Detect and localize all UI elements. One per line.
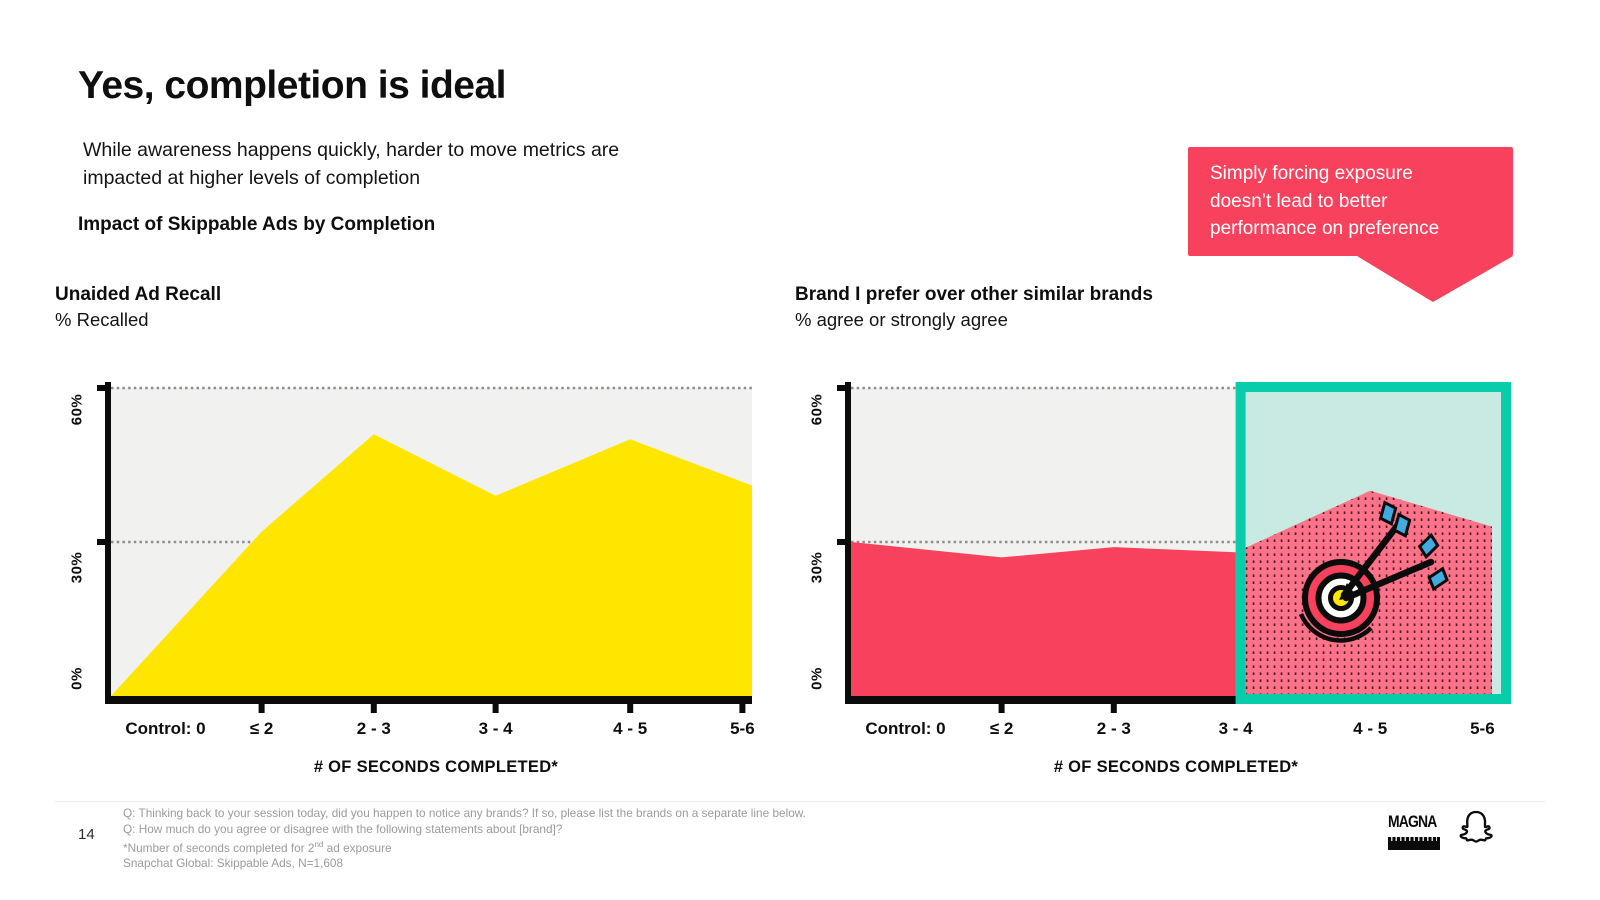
x-axis-label: 3 - 4 <box>1218 719 1253 738</box>
magna-logo-bar <box>1388 836 1440 850</box>
x-axis-label: 5-6 <box>730 719 755 738</box>
chart-title: Unaided Ad Recall <box>55 284 222 305</box>
footnotes: Q: Thinking back to your session today, … <box>123 806 806 872</box>
plot-area: Control: 0 ≤ 2 2 - 3 3 - 4 4 - 5 5-6 0% 30% 60% <box>795 376 1515 756</box>
x-axis-label: ≤ 2 <box>989 719 1014 738</box>
chart-subtitle: % Recalled <box>55 309 149 330</box>
preference-area-chart <box>837 382 1511 713</box>
x-axis-label: 5-6 <box>1470 719 1495 738</box>
y-axis-label: 60% <box>68 393 86 426</box>
x-axis-tick <box>492 704 499 713</box>
y-axis-label: 0% <box>68 667 86 690</box>
area-series <box>111 434 752 696</box>
chart-unaided-ad-recall: Unaided Ad Recall % Recalled Control: 0 ≤… <box>55 283 775 777</box>
x-axis-title: # OF SECONDS COMPLETED* <box>313 758 559 776</box>
callout-tail-icon <box>1357 255 1513 302</box>
page-title: Yes, completion is ideal <box>78 64 507 107</box>
x-axis-label: Control: 0 <box>865 719 946 738</box>
footnote-line: *Number of seconds completed for 2nd ad … <box>123 840 392 855</box>
recall-area-chart <box>97 382 752 713</box>
y-axis-tick <box>837 539 851 545</box>
chart-subtitle: % agree or strongly agree <box>795 309 1008 330</box>
callout-bubble: Simply forcing exposure doesn’t lead to … <box>1188 147 1513 302</box>
chart-brand-preference: Brand I prefer over other similar brands… <box>795 283 1515 777</box>
footnote-line: Snapchat Global: Skippable Ads, N=1,608 <box>123 856 344 871</box>
callout-text: Simply forcing exposure doesn’t lead to … <box>1210 163 1440 239</box>
footnote-line: Q: Thinking back to your session today, … <box>123 806 806 820</box>
y-axis-label: 30% <box>68 551 86 584</box>
y-axis-tick <box>97 539 111 545</box>
x-axis-tick <box>370 704 377 713</box>
page-number: 14 <box>78 826 95 843</box>
x-axis <box>105 696 752 704</box>
footnote-line: Q: How much do you agree or disagree wit… <box>123 821 563 836</box>
x-axis-label: 3 - 4 <box>478 719 513 738</box>
x-axis-label: ≤ 2 <box>249 719 274 738</box>
snapchat-ghost-icon <box>1459 810 1493 843</box>
x-axis-label: 2 - 3 <box>1096 719 1131 738</box>
subtitle: While awareness happens quickly, harder … <box>83 139 620 189</box>
highlight-box-border <box>1235 382 1511 704</box>
chart-title: Brand I prefer over other similar brands <box>795 284 1153 305</box>
magna-logo: MAGNA <box>1388 812 1444 850</box>
x-axis <box>845 696 1236 704</box>
footer-divider <box>55 801 1545 802</box>
x-axis-label: 4 - 5 <box>1353 719 1388 738</box>
x-axis-label: 2 - 3 <box>356 719 391 738</box>
x-axis-tick <box>258 704 265 713</box>
x-axis-label: 4 - 5 <box>613 719 648 738</box>
x-axis-label: Control: 0 <box>125 719 206 738</box>
x-axis-title: # OF SECONDS COMPLETED* <box>1053 758 1299 776</box>
y-axis-tick <box>837 385 851 391</box>
x-axis-tick <box>998 704 1005 713</box>
y-axis-tick <box>97 385 111 391</box>
y-axis-label: 30% <box>808 551 826 584</box>
y-axis-label: 0% <box>808 667 826 690</box>
plot-area: Control: 0 ≤ 2 2 - 3 3 - 4 4 - 5 5-6 0% 30% 60% <box>55 376 775 756</box>
y-axis-label: 60% <box>808 393 826 426</box>
target-icon <box>1298 500 1449 643</box>
x-axis-tick <box>739 704 746 713</box>
section-label: Impact of Skippable Ads by Completion <box>78 214 436 235</box>
x-axis-tick <box>1110 704 1117 713</box>
x-axis-tick <box>627 704 634 713</box>
